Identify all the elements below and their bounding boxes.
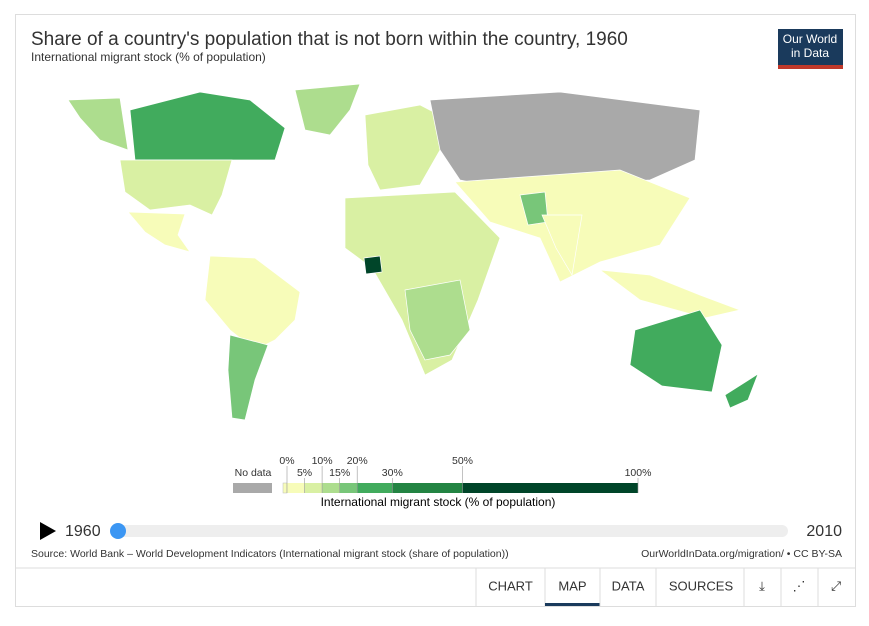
active-tab-indicator [545,603,600,606]
tab[interactable]: MAP [558,578,586,593]
legend-bin [282,482,288,494]
country[interactable] [364,104,446,191]
share-icon[interactable]: ⋰ [793,578,806,593]
country[interactable] [541,214,583,277]
country[interactable] [629,309,723,393]
tab[interactable]: SOURCES [669,578,734,593]
legend-bin [357,483,393,493]
slider-track[interactable] [118,525,788,537]
tab[interactable]: CHART [488,578,533,593]
legend-tick-label: 5% [297,467,312,479]
logo-stripe [778,65,843,69]
legend-bin [304,483,323,493]
country[interactable] [724,373,759,409]
country[interactable] [598,269,742,319]
subtitle: International migrant stock (% of popula… [31,50,266,64]
tab[interactable]: DATA [612,578,645,593]
play-button[interactable] [40,522,56,540]
legend-tick-label: 10% [312,455,333,467]
download-icon[interactable]: ⤓ [759,578,765,593]
expand-icon[interactable]: ⤢ [831,578,841,593]
legend-bin [287,483,305,493]
no-data-label: No data [235,467,272,479]
no-data-swatch [233,483,272,493]
legend-tick-label: 0% [279,455,294,467]
logo-text: Our World [783,32,837,46]
country[interactable] [67,97,129,151]
license: OurWorldInData.org/migration/ • CC BY-SA [641,548,842,560]
country[interactable] [404,279,471,361]
country[interactable] [127,211,191,253]
country[interactable] [363,255,383,275]
legend-tick-label: 20% [347,455,368,467]
country[interactable] [227,334,269,421]
country[interactable] [119,159,233,216]
country[interactable] [294,83,361,136]
timeline: 1960 2010 [40,522,842,540]
legend-tick-label: 50% [452,455,473,467]
logo-text: in Data [791,46,829,60]
legend-tick-label: 100% [625,467,652,479]
source: Source: World Bank – World Development I… [31,548,509,560]
legend-bin [462,483,638,493]
country[interactable] [204,255,301,351]
legend-title: International migrant stock (% of popula… [321,495,556,509]
map [67,83,759,421]
timeline-start: 1960 [65,523,101,540]
logo-box [778,29,843,69]
legend-bin [322,483,340,493]
logo[interactable]: Our World in Data [778,29,843,69]
legend-bin [392,483,463,493]
tab-bar: ⤓ ⋰ ⤢ CHART MAP DATA SOURCES [475,568,841,606]
timeline-end: 2010 [806,523,842,540]
legend-tick-label: 15% [329,467,350,479]
legend-tick-label: 30% [382,467,403,479]
title: Share of a country's population that is … [31,29,628,50]
slider-handle[interactable] [110,523,126,539]
legend-bin [339,483,358,493]
legend: No data International migrant stock (% o… [233,455,651,509]
